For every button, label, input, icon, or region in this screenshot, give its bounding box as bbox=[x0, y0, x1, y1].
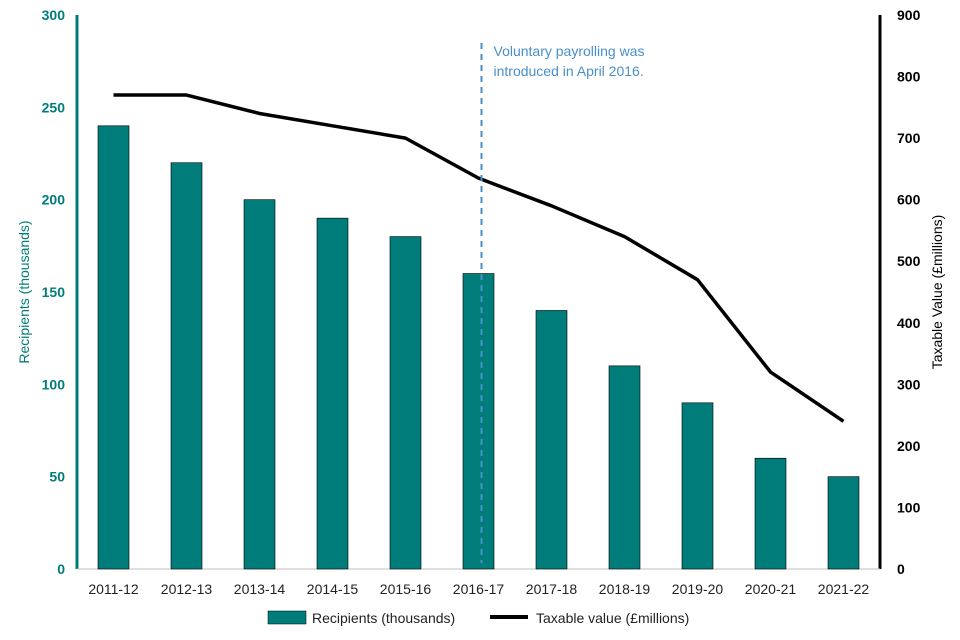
annotation-text-line-1: Voluntary payrolling was bbox=[494, 43, 645, 59]
bar-2018-19 bbox=[608, 365, 641, 570]
bar-2020-21 bbox=[754, 457, 787, 570]
bar-2012-13 bbox=[170, 162, 203, 570]
left-tick-label: 200 bbox=[42, 192, 66, 208]
left-tick-label: 50 bbox=[49, 469, 65, 485]
ticks-layer: 0 50 100 150 200 250 300 0 100 200 300 400 500 600 700… bbox=[42, 7, 921, 597]
x-tick-label: 2012-13 bbox=[161, 581, 213, 597]
bars-layer bbox=[97, 125, 860, 570]
taxable-value-line bbox=[113, 93, 845, 423]
right-tick-label: 500 bbox=[897, 253, 921, 269]
x-tick-label: 2015-16 bbox=[380, 581, 432, 597]
x-tick-label: 2021-22 bbox=[818, 581, 870, 597]
annotation-text-line-2: introduced in April 2016. bbox=[494, 63, 644, 79]
legend: Recipients (thousands) Taxable value (£m… bbox=[267, 610, 689, 626]
x-tick-label: 2013-14 bbox=[234, 581, 286, 597]
bar-2017-18 bbox=[535, 310, 568, 570]
right-tick-label: 300 bbox=[897, 376, 921, 392]
line-layer bbox=[113, 93, 845, 423]
left-tick-label: 0 bbox=[57, 561, 65, 577]
legend-label-taxable-value: Taxable value (£millions) bbox=[536, 610, 689, 626]
left-tick-label: 100 bbox=[42, 376, 66, 392]
left-tick-label: 250 bbox=[42, 99, 66, 115]
right-tick-label: 100 bbox=[897, 499, 921, 515]
left-tick-label: 150 bbox=[42, 284, 66, 300]
right-axis-title: Taxable Value (£millions) bbox=[929, 215, 945, 370]
right-tick-label: 700 bbox=[897, 130, 921, 146]
bar-2014-15 bbox=[316, 217, 349, 570]
right-tick-label: 400 bbox=[897, 315, 921, 331]
legend-label-recipients: Recipients (thousands) bbox=[312, 610, 455, 626]
x-tick-label: 2018-19 bbox=[599, 581, 651, 597]
right-tick-label: 900 bbox=[897, 7, 921, 23]
legend-swatch-recipients bbox=[267, 610, 307, 625]
x-tick-label: 2017-18 bbox=[526, 581, 578, 597]
bar-2021-22 bbox=[827, 476, 860, 570]
x-tick-label: 2020-21 bbox=[745, 581, 797, 597]
bar-2011-12 bbox=[97, 125, 130, 570]
annotation-layer: Voluntary payrolling was introduced in Ap… bbox=[480, 43, 645, 563]
right-tick-label: 800 bbox=[897, 69, 921, 85]
x-tick-label: 2011-12 bbox=[88, 581, 139, 597]
bar-2013-14 bbox=[243, 199, 276, 570]
x-tick-label: 2014-15 bbox=[307, 581, 359, 597]
right-tick-label: 0 bbox=[897, 561, 905, 577]
bar-2015-16 bbox=[389, 236, 422, 570]
left-tick-label: 300 bbox=[42, 7, 66, 23]
bar-2019-20 bbox=[681, 402, 714, 570]
x-tick-label: 2019-20 bbox=[672, 581, 724, 597]
right-tick-label: 200 bbox=[897, 438, 921, 454]
x-tick-label: 2016-17 bbox=[453, 581, 505, 597]
bar-2016-17 bbox=[462, 273, 495, 570]
right-tick-label: 600 bbox=[897, 192, 921, 208]
left-axis-title: Recipients (thousands) bbox=[16, 220, 32, 363]
